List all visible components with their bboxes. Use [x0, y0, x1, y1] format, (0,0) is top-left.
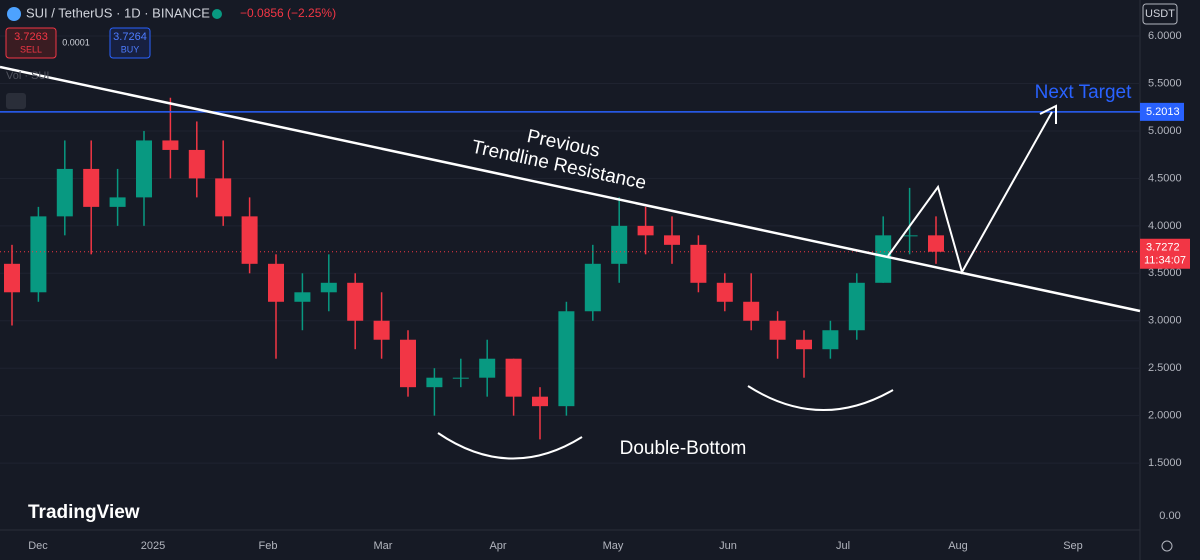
candle-body [320, 282, 337, 293]
annotation: Next Target [1035, 82, 1133, 103]
bottom-arc [747, 385, 894, 412]
candle-body [268, 263, 284, 302]
candle-body [822, 330, 839, 350]
y-tick-label: 4.5000 [1148, 172, 1182, 184]
candle-body [136, 140, 152, 198]
plot [0, 35, 1140, 464]
target-label: 5.2013 [1146, 106, 1180, 118]
x-tick-label: Sep [1063, 540, 1083, 552]
status-dot [212, 9, 222, 19]
candle-body [901, 235, 918, 237]
x-tick-label: Feb [259, 540, 278, 552]
volume-tick: 0.00 [1159, 510, 1180, 522]
candle-body [83, 168, 100, 207]
y-tick-label: 5.0000 [1148, 125, 1182, 137]
candle-body [452, 377, 469, 379]
candle-body [30, 216, 47, 293]
time-axis [0, 530, 1200, 560]
x-tick-label: Apr [489, 540, 506, 552]
candle-body [637, 225, 654, 236]
symbol: SUI / TetherUS · 1D · BINANCE [26, 5, 210, 20]
candle-body [215, 178, 232, 217]
buy-button[interactable] [109, 27, 151, 59]
y-tick-label: 6.0000 [1148, 30, 1182, 42]
trendline [0, 65, 1141, 313]
last-price: 3.7272 [1146, 242, 1180, 254]
currency-button[interactable] [1142, 3, 1178, 25]
arrow-head [1039, 104, 1057, 124]
x-tick-label: Dec [28, 540, 48, 552]
countdown: 11:34:07 [1144, 255, 1186, 267]
candle-body [611, 225, 628, 264]
y-tick-label: 3.0000 [1148, 315, 1182, 327]
y-tick-label: 2.5000 [1148, 362, 1182, 374]
candle-body [664, 235, 680, 245]
candle-body [875, 235, 892, 283]
buy-price: 3.7264 [113, 31, 147, 43]
candle-body [796, 339, 812, 350]
candle-body [373, 320, 390, 340]
sell-price: 3.7263 [14, 31, 48, 43]
price-tag [1140, 238, 1190, 269]
candle-body [162, 140, 179, 150]
y-tick-label: 2.0000 [1148, 410, 1182, 422]
buy-label: BUY [121, 44, 140, 54]
settings-icon[interactable] [1161, 540, 1173, 552]
sell-button[interactable] [5, 27, 57, 59]
x-tick-label: 2025 [141, 540, 165, 552]
candle-body [56, 168, 73, 217]
currency: USDT [1145, 8, 1175, 20]
sell-label: SELL [20, 44, 42, 54]
y-tick-label: 5.5000 [1148, 77, 1182, 89]
annotation: Double-Bottom [620, 438, 747, 459]
candle-body [479, 358, 496, 378]
bottom-arc [437, 432, 583, 460]
y-tick-label: 3.5000 [1148, 267, 1182, 279]
coin-icon [7, 7, 21, 21]
volume-label: Vol · SUI [6, 70, 49, 82]
candle-body [743, 301, 760, 321]
x-tick-label: Mar [374, 540, 393, 552]
candle-body [584, 263, 601, 312]
x-tick-label: Jul [836, 540, 850, 552]
x-tick-label: May [603, 540, 624, 552]
x-tick-label: Jun [719, 540, 737, 552]
candle-body [848, 282, 865, 331]
projection [887, 111, 1053, 275]
candle-body [426, 377, 443, 388]
target-tag [1140, 102, 1184, 121]
candle-body [109, 197, 126, 207]
candle-body [400, 339, 416, 388]
candle-body [241, 216, 258, 264]
candle-body [558, 311, 575, 407]
brand: TradingView [28, 502, 140, 523]
y-tick-label: 4.0000 [1148, 220, 1182, 232]
candle-body [188, 149, 205, 179]
candle-body [4, 263, 20, 293]
spread: 0.0001 [62, 37, 90, 47]
change: −0.0856 (−2.25%) [240, 6, 336, 20]
collapse-button[interactable] [6, 93, 26, 109]
candle-body [294, 292, 311, 302]
candle-body [505, 358, 522, 397]
candle-body [769, 320, 786, 340]
candle-body [690, 244, 707, 283]
x-tick-label: Aug [948, 540, 968, 552]
candle-body [532, 396, 548, 407]
candle-body [347, 282, 364, 321]
candle-body [928, 235, 944, 252]
candle-body [716, 282, 733, 302]
y-tick-label: 1.5000 [1148, 457, 1182, 469]
